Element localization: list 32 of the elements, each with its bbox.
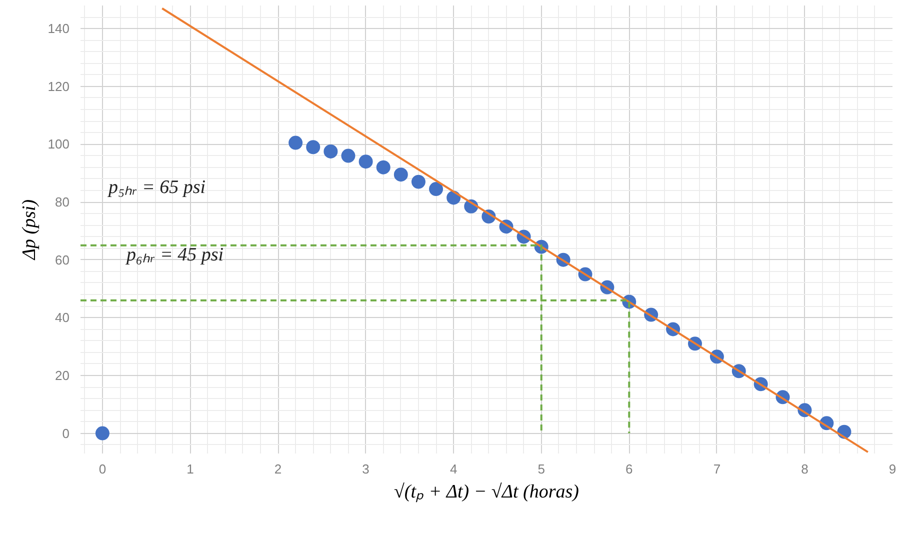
x-tick-label: 5 [538,462,545,476]
x-tick-label: 7 [713,462,721,476]
y-tick-label: 120 [48,78,70,94]
point [411,174,426,189]
x-tick-label: 6 [626,462,633,476]
annotation: p₆ₕᵣ = 45 psi [124,244,224,266]
x-tick-label: 1 [186,462,194,476]
point [341,148,356,163]
y-tick-label: 80 [55,194,70,210]
y-axis-title: Δp (psi) [18,199,40,261]
point [358,154,373,169]
y-tick-label: 140 [48,21,70,36]
point [429,182,444,196]
y-tick-label: 100 [48,136,70,152]
x-tick-label: 8 [801,462,808,476]
y-tick-label: 0 [62,426,70,441]
x-axis-title: √(tₚ + Δt) − √Δt (horas) [394,482,579,502]
x-tick-label: 4 [450,462,458,476]
y-tick-label: 40 [55,310,70,326]
point [306,140,320,154]
x-tick-label: 0 [98,462,106,476]
annotation: p₅ₕᵣ = 65 psi [106,177,206,198]
y-tick-label: 20 [55,368,70,383]
point [324,144,338,158]
x-tick-label: 9 [888,462,896,476]
point [376,160,390,174]
point [95,426,110,440]
point [394,168,408,182]
x-tick-label: 2 [274,462,282,476]
x-tick-label: 3 [362,462,370,476]
point [288,136,303,150]
y-tick-label: 60 [55,252,70,268]
